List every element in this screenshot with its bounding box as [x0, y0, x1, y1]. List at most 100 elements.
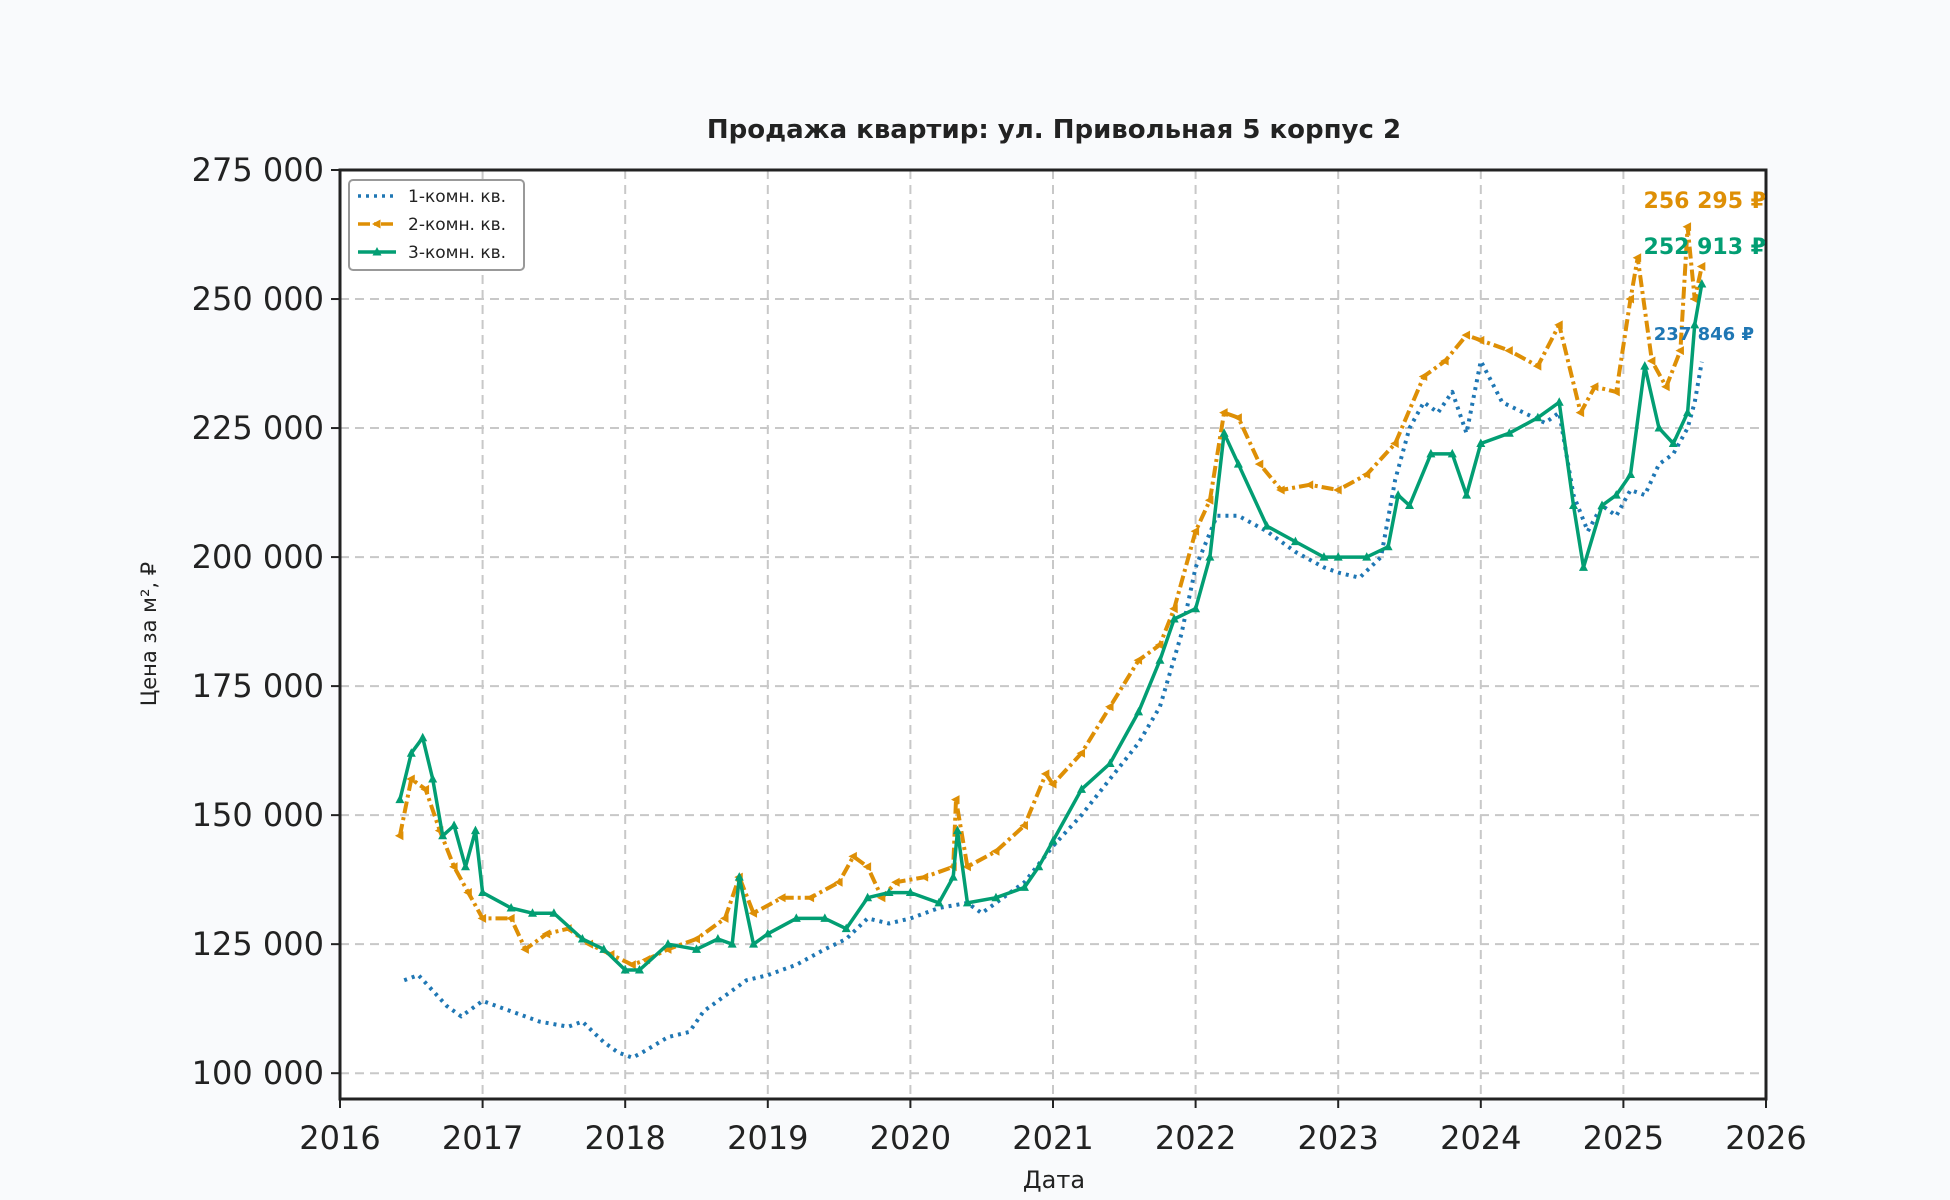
- series-point: [727, 939, 737, 948]
- x-tick-label: 2025: [1583, 1119, 1664, 1157]
- series-point: [1169, 614, 1179, 623]
- series-point: [438, 830, 448, 840]
- series-point: [1276, 485, 1285, 495]
- series-point: [1426, 448, 1436, 458]
- series-point: [791, 913, 801, 922]
- series-point: [692, 944, 701, 953]
- x-tick-label: 2017: [442, 1119, 523, 1157]
- y-tick-label: 225 000: [192, 409, 324, 447]
- series-point: [990, 846, 1000, 856]
- series-point: [1048, 835, 1058, 845]
- series-point: [506, 913, 515, 923]
- series-point: [549, 908, 559, 917]
- series-point: [528, 908, 538, 917]
- series-point: [1219, 428, 1229, 437]
- series-point: [1611, 490, 1621, 499]
- series-point: [394, 831, 404, 841]
- series-point: [805, 893, 815, 903]
- series-point: [1475, 335, 1485, 345]
- series-point: [748, 908, 758, 918]
- series-3: [395, 278, 1707, 974]
- series-point: [1668, 438, 1678, 448]
- series-point: [1304, 480, 1314, 490]
- series-point: [734, 872, 744, 881]
- end-labels: 237 846 ₽ 256 295 ₽ 252 913 ₽: [1644, 189, 1766, 345]
- series-point: [1690, 319, 1700, 329]
- series-point: [460, 861, 470, 871]
- series-point: [470, 825, 480, 835]
- series-point: [1361, 470, 1371, 480]
- series-point: [1575, 408, 1585, 418]
- series-point: [1611, 387, 1620, 397]
- x-tick-label: 2016: [299, 1119, 380, 1157]
- series-point: [627, 960, 636, 970]
- series-point: [478, 887, 488, 897]
- series-point: [1462, 490, 1472, 499]
- series-point: [834, 877, 843, 887]
- series-point: [1254, 459, 1264, 469]
- chart-title: Продажа квартир: ул. Привольная 5 корпус…: [707, 115, 1401, 145]
- series-point: [884, 887, 894, 897]
- series-point: [1362, 552, 1372, 561]
- series-point: [1504, 428, 1514, 437]
- y-tick-label: 200 000: [192, 538, 324, 576]
- series-point: [1333, 552, 1343, 561]
- series-point: [1205, 552, 1215, 561]
- series-point: [1019, 820, 1028, 830]
- x-tick-label: 2020: [870, 1119, 951, 1157]
- series-point: [1682, 222, 1692, 232]
- series-point: [1048, 779, 1057, 789]
- end-value-label: 237 846 ₽: [1654, 324, 1754, 345]
- series-point: [919, 872, 929, 882]
- series-point: [1589, 382, 1599, 392]
- series-point: [506, 903, 516, 912]
- x-tick-label: 2023: [1297, 1119, 1378, 1157]
- series-point: [1554, 397, 1564, 406]
- x-tick-label: 2018: [584, 1119, 665, 1157]
- series-point: [1155, 655, 1165, 664]
- x-axis: 2016 2017 2018 2019 2020 2021 2022 2023 2024 2025…: [299, 1099, 1807, 1157]
- series-line: [398, 283, 1704, 972]
- series-point: [841, 923, 851, 933]
- legend-marker: [372, 219, 381, 229]
- series-point: [820, 913, 830, 922]
- series-point: [1568, 500, 1578, 509]
- series-point: [1654, 423, 1664, 432]
- series-point: [1554, 320, 1563, 330]
- series-point: [1076, 748, 1086, 758]
- legend-marker: [372, 247, 382, 256]
- series-point: [463, 888, 472, 898]
- series-point: [1390, 439, 1399, 449]
- legend-label: 1-комн. кв.: [408, 187, 506, 207]
- series-point: [1675, 346, 1684, 356]
- series-point: [1133, 655, 1143, 665]
- series-point: [520, 944, 529, 954]
- series-point: [406, 748, 416, 757]
- series-point: [720, 913, 729, 923]
- series-point: [1290, 536, 1300, 546]
- series-point: [1333, 485, 1342, 495]
- series-point: [1640, 361, 1650, 370]
- series-point: [1169, 604, 1178, 614]
- series-point: [863, 892, 873, 902]
- series-point: [1683, 407, 1693, 417]
- x-tick-label: 2022: [1155, 1119, 1236, 1157]
- series-point: [862, 862, 872, 872]
- series-point: [1190, 526, 1200, 536]
- y-tick-label: 150 000: [192, 796, 324, 834]
- series-point: [962, 897, 972, 907]
- series-layer: [394, 222, 1707, 1060]
- series-point: [1646, 356, 1656, 366]
- series-point: [1461, 330, 1471, 340]
- series-1: [403, 359, 1704, 1060]
- series-point: [691, 934, 700, 944]
- series-point: [577, 934, 587, 943]
- series-point: [1077, 784, 1087, 793]
- series-point: [1134, 706, 1144, 716]
- series-point: [1632, 253, 1642, 263]
- series-point: [1219, 408, 1228, 418]
- y-axis: 100 000 125 000 150 000 175 000 200 000 225 0…: [192, 151, 340, 1092]
- series-point: [952, 825, 962, 835]
- series-point: [1418, 371, 1428, 381]
